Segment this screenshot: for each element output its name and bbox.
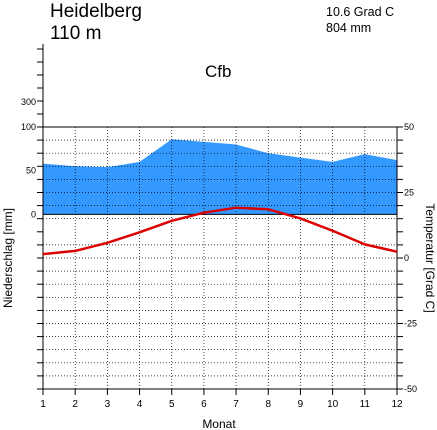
month-tick-label: 2 (72, 399, 78, 410)
temperature-line (42, 206, 398, 256)
precip-tick-label: 0 (31, 209, 36, 219)
month-tick-label: 12 (391, 399, 403, 410)
month-tick-label: 5 (169, 399, 175, 410)
temp-tick-label: 0 (404, 253, 409, 263)
month-tick-label: 11 (360, 399, 371, 410)
temp-tick-label: -25 (404, 319, 417, 329)
grid (43, 127, 397, 389)
climate-classification: Cfb (205, 62, 231, 81)
right-axis-title: Temperatur [Grad C] (423, 203, 437, 312)
upper-precip-axis: 300 (21, 44, 44, 127)
month-tick-label: 1 (40, 399, 46, 410)
month-tick-label: 6 (201, 399, 207, 410)
temp-tick-label: -50 (404, 384, 417, 394)
x-axis-title: Monat (202, 417, 236, 430)
station-elevation: 110 m (50, 23, 101, 44)
temperature-curve (42, 206, 398, 256)
month-tick-label: 4 (137, 399, 143, 410)
left-axis-title: Niederschlag [mm] (1, 208, 15, 308)
month-tick-label: 9 (298, 399, 304, 410)
station-name: Heidelberg (50, 1, 142, 22)
month-tick-label: 8 (265, 399, 271, 410)
annual-temperature: 10.6 Grad C (326, 5, 394, 19)
annual-precipitation: 804 mm (326, 21, 371, 35)
month-tick-label: 3 (105, 399, 111, 410)
temp-tick-label: 50 (404, 122, 414, 132)
month-tick-label: 7 (233, 399, 239, 410)
precipitation-area (42, 139, 398, 215)
precipitation-fill (43, 139, 397, 215)
temp-axis: -50 -25 0 25 50 (397, 122, 417, 394)
precip-axis: 0 50 100 (21, 122, 43, 390)
precip-tick-label: 100 (21, 122, 36, 132)
precip-tick-label: 50 (26, 166, 36, 176)
month-axis: 1 2 3 4 5 6 7 8 9 10 11 12 (40, 389, 403, 410)
upper-axis-tick-label: 300 (21, 97, 36, 107)
temp-tick-label: 25 (404, 188, 414, 198)
month-tick-label: 10 (327, 399, 339, 410)
